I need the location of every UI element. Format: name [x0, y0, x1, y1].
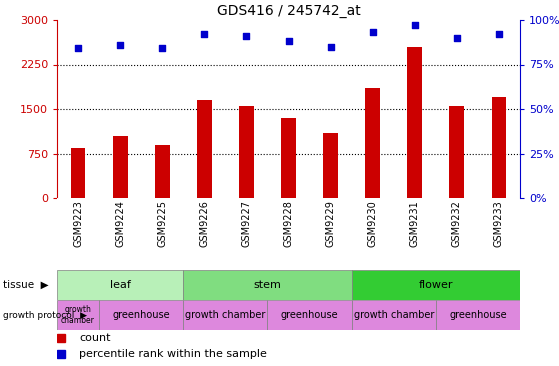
Text: greenhouse: greenhouse: [112, 310, 170, 320]
Bar: [408, 47, 422, 198]
Text: GSM9231: GSM9231: [410, 200, 420, 247]
Point: [158, 45, 167, 51]
Bar: [99, 300, 183, 330]
Bar: [113, 136, 127, 198]
Text: count: count: [79, 333, 111, 343]
Text: stem: stem: [254, 280, 281, 290]
Point: [116, 42, 125, 48]
Text: greenhouse: greenhouse: [449, 310, 506, 320]
Point: [74, 45, 83, 51]
Bar: [366, 88, 380, 198]
Text: greenhouse: greenhouse: [281, 310, 338, 320]
Bar: [436, 300, 520, 330]
Bar: [281, 118, 296, 198]
Text: leaf: leaf: [110, 280, 131, 290]
Text: GSM9229: GSM9229: [325, 200, 335, 247]
Point: [410, 22, 419, 28]
Point: [495, 31, 504, 37]
Bar: [183, 270, 352, 300]
Point: [368, 30, 377, 36]
Text: tissue  ▶: tissue ▶: [3, 280, 49, 290]
Text: GSM9228: GSM9228: [283, 200, 293, 247]
Text: GSM9225: GSM9225: [157, 200, 167, 247]
Bar: [197, 100, 212, 198]
Point: [284, 38, 293, 44]
Bar: [267, 300, 352, 330]
Bar: [323, 133, 338, 198]
Text: GSM9232: GSM9232: [452, 200, 462, 247]
Bar: [352, 270, 520, 300]
Bar: [239, 106, 254, 198]
Bar: [449, 106, 464, 198]
Title: GDS416 / 245742_at: GDS416 / 245742_at: [217, 4, 361, 18]
Text: growth
chamber: growth chamber: [61, 305, 95, 325]
Point: [242, 33, 251, 39]
Bar: [352, 300, 436, 330]
Point: [326, 44, 335, 50]
Text: growth chamber: growth chamber: [353, 310, 434, 320]
Text: growth protocol  ▶: growth protocol ▶: [3, 310, 87, 320]
Bar: [183, 300, 267, 330]
Bar: [57, 300, 99, 330]
Text: GSM9223: GSM9223: [73, 200, 83, 247]
Text: GSM9233: GSM9233: [494, 200, 504, 247]
Text: GSM9226: GSM9226: [200, 200, 209, 247]
Point: [200, 31, 209, 37]
Bar: [155, 145, 169, 198]
Text: GSM9230: GSM9230: [368, 200, 378, 247]
Text: growth chamber: growth chamber: [185, 310, 266, 320]
Bar: [491, 97, 506, 198]
Bar: [57, 270, 183, 300]
Text: flower: flower: [419, 280, 453, 290]
Bar: [70, 147, 86, 198]
Point: [452, 35, 461, 41]
Text: percentile rank within the sample: percentile rank within the sample: [79, 349, 267, 359]
Text: GSM9224: GSM9224: [115, 200, 125, 247]
Text: GSM9227: GSM9227: [241, 200, 252, 247]
